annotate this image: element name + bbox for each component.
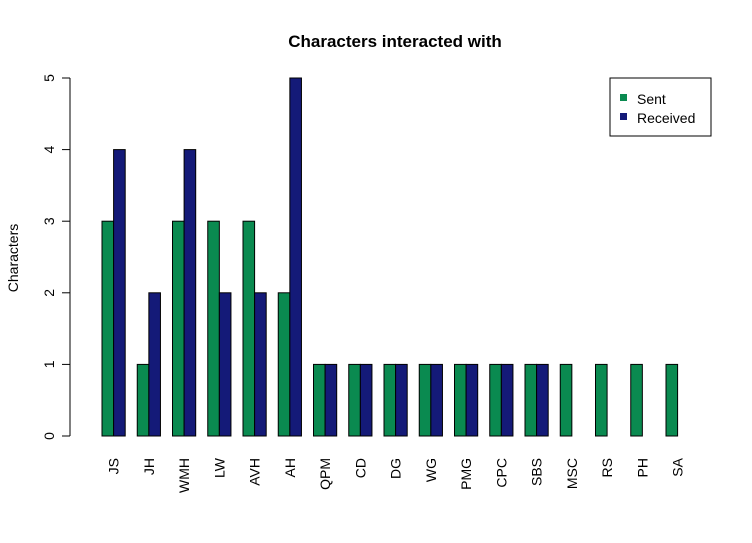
x-tick-label: CD — [352, 458, 368, 478]
y-tick-label: 4 — [41, 145, 57, 153]
bar-sent-sbs — [524, 363, 538, 437]
x-tick-label: WMH — [176, 458, 192, 493]
bar-sent-jh — [136, 363, 150, 437]
x-tick-label: LW — [211, 457, 227, 478]
bar-received-wmh — [183, 149, 197, 437]
y-tick-label: 2 — [41, 289, 57, 297]
bar-received-sbs — [536, 363, 549, 437]
x-axis-labels: JS JH WMH LW AVH AH QPM CD DG WG PMG CPC SBS MSC RS PH S… — [106, 457, 686, 493]
bar-sent-ph — [630, 363, 643, 437]
x-tick-label: MSC — [564, 458, 580, 489]
legend-box — [609, 77, 712, 137]
y-axis-label: Characters — [5, 224, 21, 292]
x-tick-label: JH — [141, 458, 157, 475]
x-tick-label: DG — [388, 458, 404, 479]
y-tick-label: 5 — [41, 74, 57, 82]
x-tick-label: SA — [670, 457, 686, 476]
y-tick-label: 3 — [41, 217, 57, 225]
x-tick-label: SBS — [529, 458, 545, 486]
bar-received-jh — [148, 292, 161, 437]
legend-swatch-received — [620, 113, 627, 120]
legend-swatch-sent — [620, 94, 627, 101]
legend-label-received: Received — [637, 110, 695, 126]
x-tick-label: RS — [599, 458, 615, 477]
x-tick-label: CPC — [493, 458, 509, 488]
bar-received-avh — [254, 292, 267, 437]
bar-sent-pmg — [454, 363, 467, 437]
bar-sent-sa — [665, 363, 679, 437]
x-tick-label: WG — [423, 458, 439, 482]
bar-received-js — [113, 149, 126, 437]
bar-sent-avh — [242, 220, 256, 437]
chart-title: Characters interacted with — [288, 32, 502, 51]
bar-sent-ah — [277, 292, 291, 437]
bar-received-ah — [289, 77, 302, 437]
bar-sent-wmh — [172, 220, 185, 437]
bar-sent-qpm — [313, 363, 326, 437]
bar-received-wg — [430, 363, 443, 437]
bars — [101, 77, 679, 437]
y-tick-label: 1 — [41, 360, 57, 368]
bar-received-lw — [218, 292, 232, 437]
bar-sent-cpc — [489, 363, 502, 437]
bar-received-qpm — [324, 363, 338, 437]
bar-sent-cd — [348, 363, 361, 437]
x-tick-label: PH — [634, 458, 650, 477]
x-tick-label: PMG — [458, 458, 474, 490]
x-tick-label: JS — [106, 458, 122, 474]
x-tick-label: QPM — [317, 458, 333, 490]
bar-sent-js — [101, 220, 115, 437]
y-tick-label: 0 — [41, 432, 57, 440]
legend: Sent Received — [609, 77, 712, 137]
bar-received-dg — [395, 363, 408, 437]
bar-sent-wg — [418, 363, 432, 437]
legend-label-sent: Sent — [637, 91, 666, 107]
bar-sent-lw — [207, 220, 220, 437]
bar-received-cd — [359, 363, 373, 437]
bar-sent-rs — [595, 363, 608, 437]
x-tick-label: AVH — [247, 458, 263, 486]
x-tick-label: AH — [282, 458, 298, 477]
bar-received-cpc — [500, 363, 514, 437]
bar-received-pmg — [465, 363, 479, 437]
bar-sent-dg — [383, 363, 397, 437]
y-axis: 0 1 2 3 4 5 — [41, 74, 71, 440]
bar-sent-msc — [559, 363, 573, 437]
